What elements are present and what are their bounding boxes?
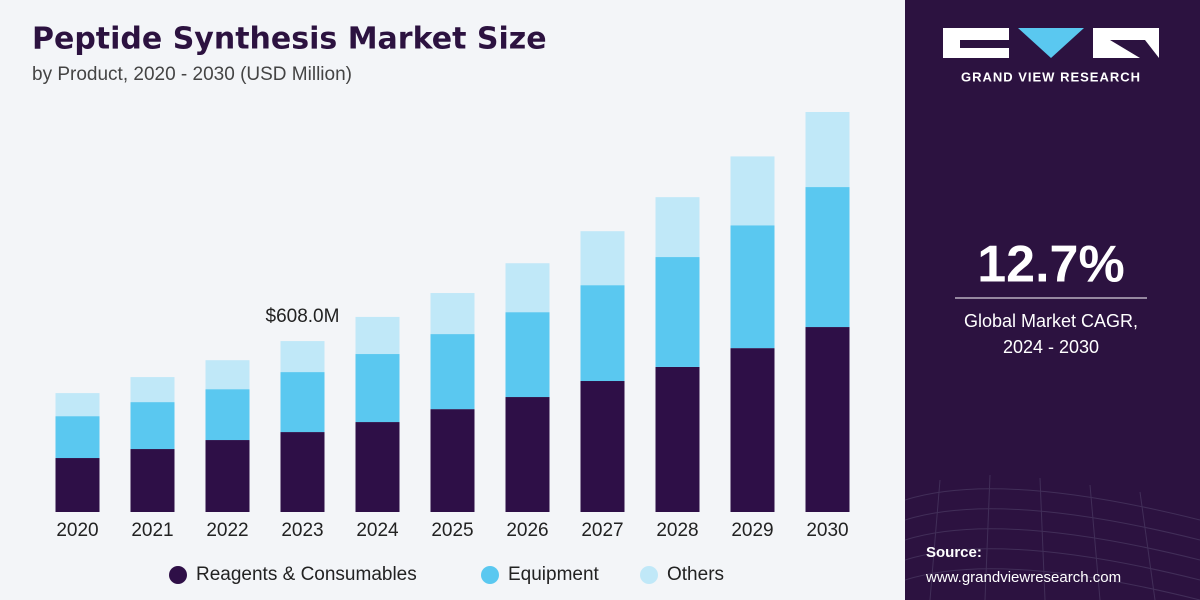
bar-segment (805, 187, 850, 328)
panel-pattern (904, 474, 1200, 600)
bar-segment (130, 377, 175, 403)
total-label: $608.0M (266, 306, 340, 327)
x-tick-label: 2024 (356, 520, 399, 541)
bar-segment (505, 397, 550, 512)
bar-segment (505, 312, 550, 398)
bar-segment (505, 263, 550, 313)
bar-segment (430, 409, 475, 512)
bar-segment (655, 197, 700, 258)
legend-marker (481, 566, 499, 584)
source-url: www.grandviewresearch.com (925, 569, 1121, 586)
bar-segment (580, 231, 625, 286)
legend-label: Others (667, 564, 724, 585)
bar-segment (430, 334, 475, 410)
bar-segment (280, 341, 325, 373)
bar-segment (205, 360, 250, 390)
x-tick-label: 2020 (56, 520, 98, 541)
bar-segment (55, 416, 100, 459)
x-tick-label: 2027 (581, 520, 623, 541)
x-tick-label: 2026 (506, 520, 548, 541)
bar-segment (730, 348, 775, 512)
x-tick-label: 2025 (431, 520, 473, 541)
bar-segment (655, 257, 700, 367)
legend-label: Equipment (508, 564, 600, 585)
bar-segment (55, 458, 100, 512)
bar-segment (130, 449, 175, 512)
x-tick-label: 2022 (206, 520, 248, 541)
x-tick-label: 2029 (731, 520, 773, 541)
bar-segment (730, 156, 775, 226)
bar-segment (55, 393, 100, 417)
x-tick-label: 2023 (281, 520, 323, 541)
bar-segment (355, 316, 400, 355)
chart-title: Peptide Synthesis Market Size (32, 22, 547, 57)
logo (943, 28, 1159, 58)
bar-segment (355, 422, 400, 512)
x-tick-label: 2030 (806, 520, 848, 541)
legend-label: Reagents & Consumables (196, 564, 417, 585)
legend-marker (169, 566, 187, 584)
bar-segment (205, 440, 250, 512)
chart-subtitle: by Product, 2020 - 2030 (USD Million) (32, 64, 352, 85)
cagr-label: 2024 - 2030 (1003, 337, 1099, 357)
cagr-label: Global Market CAGR, (964, 311, 1138, 331)
legend-marker (640, 566, 658, 584)
bar-segment (730, 225, 775, 349)
bar-segment (655, 366, 700, 512)
bar-segment (280, 372, 325, 433)
bar-segment (805, 112, 850, 188)
x-tick-label: 2021 (131, 520, 173, 541)
bar-segment (580, 285, 625, 382)
source-label: Source: (926, 544, 982, 561)
brand: GRAND VIEW RESEARCH (961, 69, 1141, 84)
bar-segment (280, 432, 325, 512)
x-tick-label: 2028 (656, 520, 698, 541)
side-panel (905, 0, 1200, 600)
bar-segment (130, 402, 175, 450)
bar-segment (580, 381, 625, 512)
bar-segment (430, 293, 475, 335)
bar-segment (205, 389, 250, 441)
bar-segment (805, 327, 850, 512)
bar-segment (355, 354, 400, 423)
cagr-value: 12.7% (977, 236, 1124, 294)
